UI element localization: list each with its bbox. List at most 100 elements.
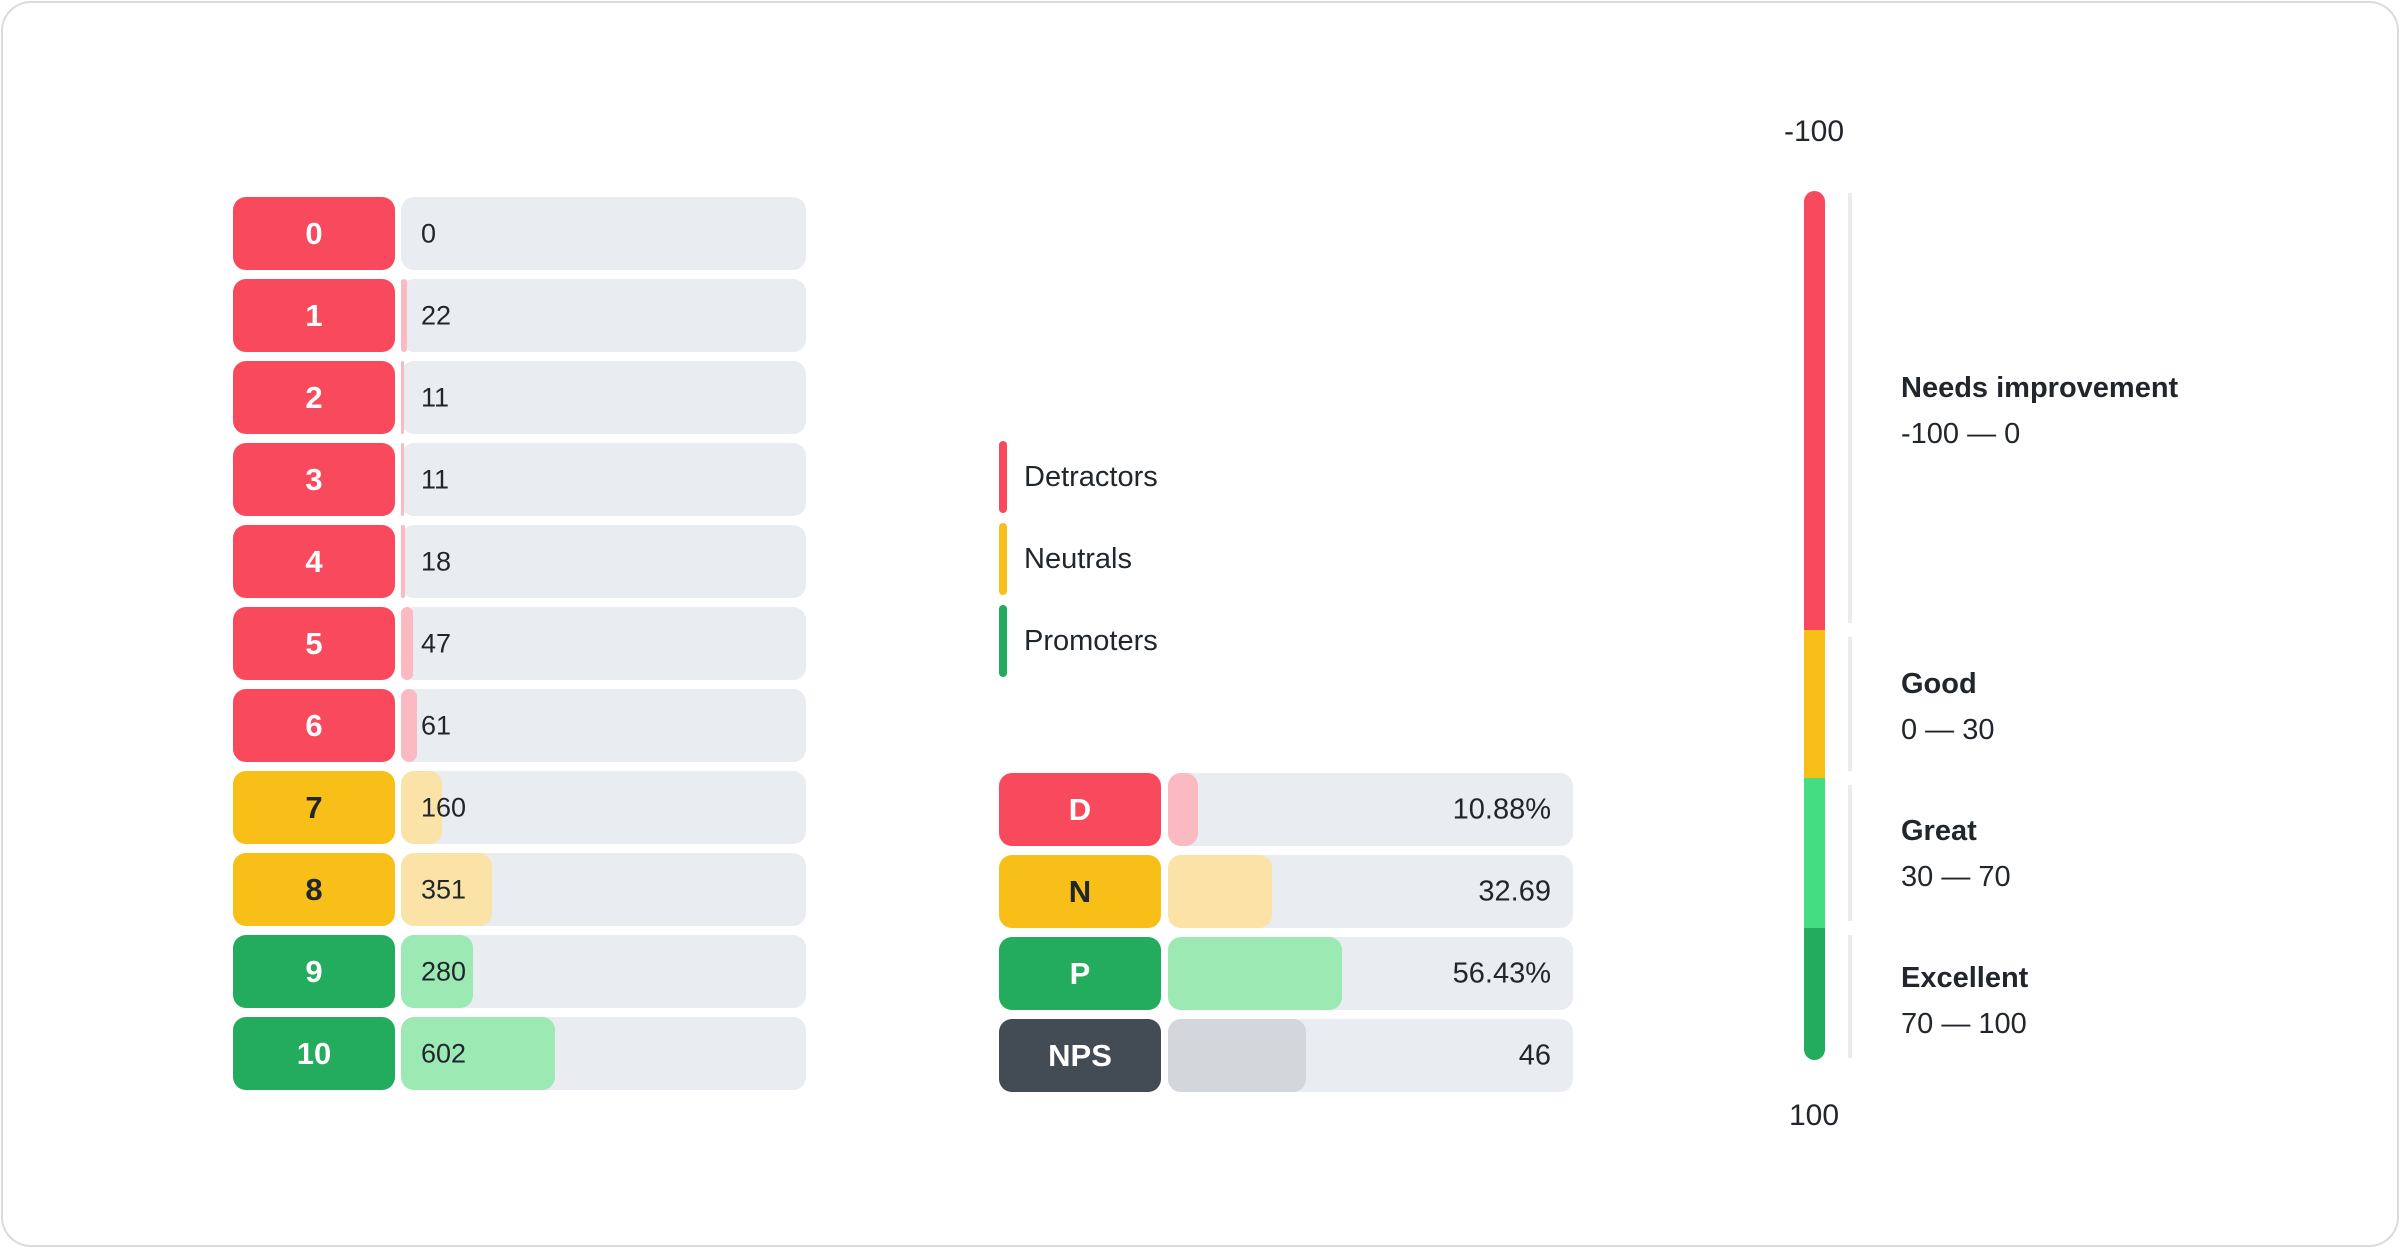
score-badge: 3	[233, 443, 395, 516]
score-bar-track: 61	[401, 689, 806, 762]
legend-label: Neutrals	[1024, 542, 1132, 575]
score-bar-track: 602	[401, 1017, 806, 1090]
score-row: 8 351	[233, 853, 806, 926]
summary-badge: NPS	[999, 1019, 1161, 1092]
score-row: 1 22	[233, 279, 806, 352]
score-count: 22	[421, 300, 452, 330]
score-count: 11	[421, 464, 450, 494]
score-badge: 5	[233, 607, 395, 680]
score-count: 0	[421, 218, 437, 248]
gauge-min-label: -100	[1783, 115, 1845, 148]
gauge-axis-tick-segment	[1848, 630, 1852, 778]
score-badge: 8	[233, 853, 395, 926]
score-row: 6 61	[233, 689, 806, 762]
summary-bar-track: 10.88%	[1168, 773, 1573, 846]
nps-summary-chart: D 10.88% N 32.69 P 56.43% NPS 46	[999, 773, 1573, 1101]
score-row: 4 18	[233, 525, 806, 598]
gauge-band-label-excellent: Excellent 70 — 100	[1901, 955, 2028, 1047]
summary-row-nps: NPS 46	[999, 1019, 1573, 1092]
score-badge: 1	[233, 279, 395, 352]
score-bar-track: 280	[401, 935, 806, 1008]
score-row: 3 11	[233, 443, 806, 516]
score-bar-track: 18	[401, 525, 806, 598]
summary-value: 46	[1518, 1039, 1551, 1071]
promoter-color-pill-icon	[999, 605, 1007, 677]
score-bar-fill	[401, 771, 443, 844]
score-bar-fill	[401, 935, 474, 1008]
band-title: Excellent	[1901, 962, 2029, 994]
score-badge: 9	[233, 935, 395, 1008]
band-range: 0 — 30	[1901, 714, 1995, 746]
gauge-segment-excellent	[1804, 927, 1825, 1060]
score-row: 2 11	[233, 361, 806, 434]
score-count: 61	[421, 710, 452, 740]
band-title: Needs improvement	[1901, 372, 2179, 404]
score-count: 160	[421, 792, 467, 822]
score-count: 280	[421, 956, 467, 986]
score-row: 9 280	[233, 935, 806, 1008]
band-title: Great	[1901, 815, 1977, 847]
legend-label: Promoters	[1024, 624, 1158, 657]
score-bar-track: 0	[401, 197, 806, 270]
gauge-segment-good	[1804, 629, 1825, 778]
band-range: 70 — 100	[1901, 1008, 2027, 1040]
gauge-axis-line	[1848, 191, 1852, 1060]
score-bar-fill	[401, 525, 406, 598]
score-badge: 10	[233, 1017, 395, 1090]
gauge-band-label-needs-improvement: Needs improvement -100 — 0	[1901, 365, 2178, 457]
score-bar-track: 22	[401, 279, 806, 352]
summary-bar-track: 32.69	[1168, 855, 1573, 928]
score-bar-fill	[401, 443, 404, 516]
score-count: 11	[421, 382, 450, 412]
score-bar-track: 11	[401, 361, 806, 434]
score-row: 0 0	[233, 197, 806, 270]
score-row: 10 602	[233, 1017, 806, 1090]
score-count: 47	[421, 628, 452, 658]
legend-label: Detractors	[1024, 460, 1158, 493]
score-badge: 6	[233, 689, 395, 762]
neutral-color-pill-icon	[999, 523, 1007, 595]
summary-badge: P	[999, 937, 1161, 1010]
gauge-segment-great	[1804, 777, 1825, 928]
gauge-band-label-good: Good 0 — 30	[1901, 661, 1995, 753]
score-bar-track: 11	[401, 443, 806, 516]
legend-item-neutrals: Neutrals	[999, 523, 1158, 595]
score-count: 18	[421, 546, 452, 576]
gauge-max-label: 100	[1788, 1099, 1840, 1132]
band-range: 30 — 70	[1901, 861, 2011, 893]
nps-gauge-bar	[1804, 191, 1825, 1060]
summary-badge: N	[999, 855, 1161, 928]
summary-bar-track: 56.43%	[1168, 937, 1573, 1010]
score-bar-track: 160	[401, 771, 806, 844]
score-bar-fill	[401, 607, 414, 680]
score-bar-fill	[401, 279, 407, 352]
summary-badge: D	[999, 773, 1161, 846]
legend: Detractors Neutrals Promoters	[999, 441, 1158, 687]
score-bar-track: 47	[401, 607, 806, 680]
summary-bar-fill	[1168, 773, 1198, 846]
gauge-segment-needs-improvement	[1804, 191, 1825, 630]
score-bar-fill	[401, 361, 404, 434]
summary-bar-fill	[1168, 937, 1342, 1010]
gauge-axis-tick-segment	[1848, 928, 1852, 1060]
band-range: -100 — 0	[1901, 418, 2021, 450]
summary-value: 32.69	[1478, 875, 1551, 907]
summary-value: 10.88%	[1452, 793, 1551, 825]
summary-bar-fill	[1168, 855, 1273, 928]
gauge-axis-tick-segment	[1848, 191, 1852, 630]
score-bar-fill	[401, 1017, 555, 1090]
summary-bar-track: 46	[1168, 1019, 1573, 1092]
score-badge: 7	[233, 771, 395, 844]
gauge-axis-tick-segment	[1848, 778, 1852, 928]
score-badge: 4	[233, 525, 395, 598]
score-row: 5 47	[233, 607, 806, 680]
score-badge: 2	[233, 361, 395, 434]
score-bar-fill	[401, 689, 417, 762]
score-bar-track: 351	[401, 853, 806, 926]
detractor-color-pill-icon	[999, 441, 1007, 513]
band-title: Good	[1901, 668, 1977, 700]
score-count: 602	[421, 1038, 467, 1068]
summary-value: 56.43%	[1452, 957, 1551, 989]
summary-row-promoters: P 56.43%	[999, 937, 1573, 1010]
